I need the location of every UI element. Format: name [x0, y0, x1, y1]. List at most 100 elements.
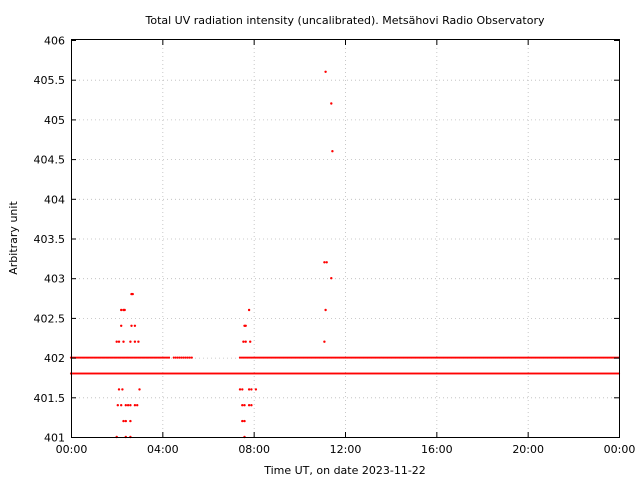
- data-point: [83, 372, 87, 375]
- data-point: [133, 372, 137, 375]
- data-point: [528, 356, 532, 359]
- data-point: [231, 372, 235, 375]
- data-point: [486, 356, 490, 359]
- data-point: [191, 372, 195, 375]
- data-point: [283, 372, 287, 375]
- data-point: [366, 356, 370, 359]
- data-point: [402, 356, 406, 359]
- data-point: [394, 356, 398, 359]
- data-point: [289, 372, 293, 375]
- data-point: [501, 372, 505, 375]
- data-point: [287, 372, 291, 375]
- data-point: [199, 372, 203, 375]
- data-point: [298, 356, 302, 359]
- data-point: [85, 372, 89, 375]
- data-point: [522, 356, 526, 359]
- data-point: [129, 340, 132, 343]
- data-point: [572, 356, 576, 359]
- data-point: [120, 308, 123, 312]
- data-point: [421, 372, 425, 375]
- data-point: [551, 372, 555, 375]
- data-point: [424, 356, 428, 359]
- axis-ticks: 00:00 04:00 08:00 12:00 16:00 20:00 00:0040140…: [34, 35, 636, 457]
- data-point: [107, 372, 111, 375]
- data-point: [123, 308, 126, 312]
- data-point: [243, 419, 246, 423]
- data-point: [304, 356, 308, 359]
- data-point: [215, 372, 219, 375]
- data-point: [583, 372, 587, 375]
- data-point: [323, 261, 326, 264]
- data-point: [103, 356, 107, 359]
- data-point: [252, 356, 256, 359]
- data-point: [480, 356, 484, 359]
- data-point: [527, 372, 531, 375]
- data-point: [565, 372, 569, 375]
- data-point: [536, 356, 540, 359]
- data-point: [462, 356, 466, 359]
- data-point: [120, 324, 123, 327]
- data-point: [165, 356, 169, 359]
- data-point: [322, 356, 326, 359]
- data-point: [546, 356, 550, 359]
- data-point: [250, 388, 253, 391]
- data-point: [79, 356, 83, 359]
- data-point: [276, 356, 280, 359]
- data-point: [159, 356, 163, 359]
- data-point: [324, 308, 327, 312]
- y-tick-label: 404.5: [34, 154, 66, 167]
- data-point: [495, 372, 499, 375]
- data-point: [171, 372, 175, 375]
- data-point: [610, 356, 614, 359]
- data-point: [87, 372, 91, 375]
- data-point: [266, 356, 270, 359]
- data-point: [157, 356, 161, 359]
- data-point: [122, 340, 125, 343]
- data-point: [79, 372, 83, 375]
- data-point: [318, 356, 322, 359]
- data-point: [414, 356, 418, 359]
- data-point: [518, 356, 522, 359]
- data-point: [325, 372, 329, 375]
- data-point: [478, 356, 482, 359]
- data-point: [355, 372, 359, 375]
- data-point: [415, 372, 419, 375]
- data-point: [119, 356, 123, 359]
- data-point: [498, 356, 502, 359]
- data-point: [599, 372, 603, 375]
- data-point: [264, 356, 268, 359]
- data-point: [445, 372, 449, 375]
- data-point: [247, 308, 251, 312]
- data-point: [330, 356, 334, 359]
- data-point: [448, 356, 452, 359]
- data-point: [438, 356, 442, 359]
- data-point: [288, 356, 292, 359]
- data-point: [390, 356, 394, 359]
- data-point: [173, 372, 177, 375]
- data-point: [133, 356, 137, 359]
- data-point: [229, 372, 233, 375]
- data-point: [268, 356, 272, 359]
- data-point: [131, 372, 135, 375]
- data-point: [482, 356, 486, 359]
- data-point: [123, 356, 127, 359]
- data-point: [314, 356, 318, 359]
- data-point: [123, 372, 127, 375]
- data-point: [254, 388, 258, 391]
- data-point: [75, 372, 79, 375]
- data-point: [217, 372, 221, 375]
- data-point: [180, 356, 183, 359]
- data-point: [338, 356, 342, 359]
- data-point: [573, 372, 577, 375]
- data-point: [564, 356, 568, 359]
- data-point: [552, 356, 556, 359]
- data-point: [330, 102, 333, 105]
- data-point: [530, 356, 534, 359]
- data-point: [209, 372, 213, 375]
- data-point: [161, 372, 165, 375]
- data-point: [281, 372, 285, 375]
- data-point: [365, 372, 369, 375]
- data-point: [277, 372, 281, 375]
- data-point: [430, 356, 434, 359]
- data-point: [239, 372, 243, 375]
